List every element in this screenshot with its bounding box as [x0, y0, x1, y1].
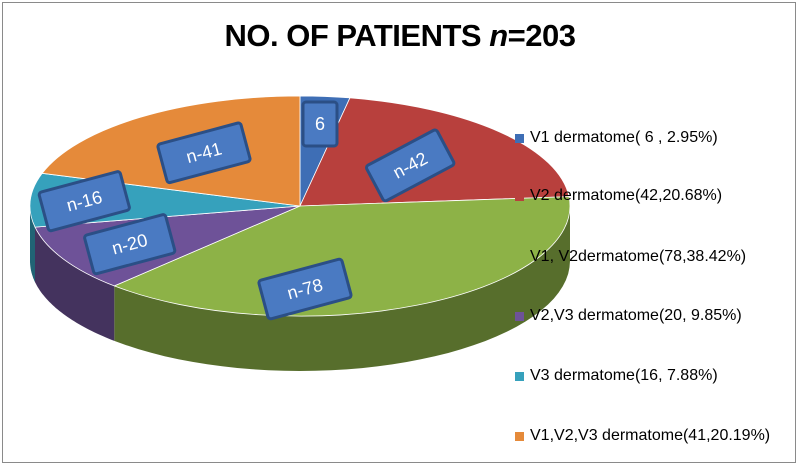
slice-label-box — [156, 121, 252, 185]
pie-side-3 — [35, 227, 115, 341]
slice-label-box — [365, 128, 456, 203]
slice-data-label-5: n-41 — [156, 121, 252, 185]
slice-data-label-3: n-20 — [83, 213, 177, 276]
slice-data-label-2: n-78 — [257, 257, 353, 321]
legend-item: V2 dermatome(42,20.68%) — [515, 186, 722, 206]
chart-title: NO. OF PATIENTS n=203 — [224, 18, 576, 53]
slice-label-text: 6 — [315, 114, 325, 134]
legend-swatch — [515, 371, 524, 381]
legend-label: V3 dermatome(16, 7.88%) — [530, 367, 718, 384]
legend-swatch — [515, 191, 524, 201]
pie-side-2 — [114, 206, 571, 371]
legend-item: V1,V2,V3 dermatome(41,20.19%) — [515, 426, 770, 446]
legend-label: V1,V2,V3 dermatome(41,20.19%) — [530, 427, 771, 444]
legend-swatch — [515, 431, 524, 441]
legend-item: V3 dermatome(16, 7.88%) — [515, 366, 718, 386]
legend-label: V1, V2dermatome(78,38.42%) — [530, 248, 747, 265]
slice-label-box — [37, 170, 131, 233]
slice-label-box — [301, 100, 339, 148]
pie-slice-2 — [113, 196, 571, 317]
legend-label: V2,V3 dermatome(20, 9.85%) — [530, 307, 742, 324]
slice-data-label-0: 6 — [301, 100, 339, 148]
slice-label-box — [83, 213, 177, 276]
legend-item: V1 dermatome( 6 , 2.95%) — [515, 128, 718, 148]
slice-data-label-1: n-42 — [365, 128, 456, 203]
legend-label: V1 dermatome( 6 , 2.95%) — [530, 129, 718, 146]
slice-label-box — [257, 257, 353, 321]
legend-swatch — [515, 133, 524, 143]
slice-data-label-4: n-16 — [37, 170, 131, 233]
legend-label: V2 dermatome(42,20.68%) — [530, 187, 723, 204]
legend-item: V2,V3 dermatome(20, 9.85%) — [515, 306, 742, 326]
legend-item: V1, V2dermatome(78,38.42%) — [515, 247, 746, 267]
legend-swatch — [515, 311, 524, 321]
